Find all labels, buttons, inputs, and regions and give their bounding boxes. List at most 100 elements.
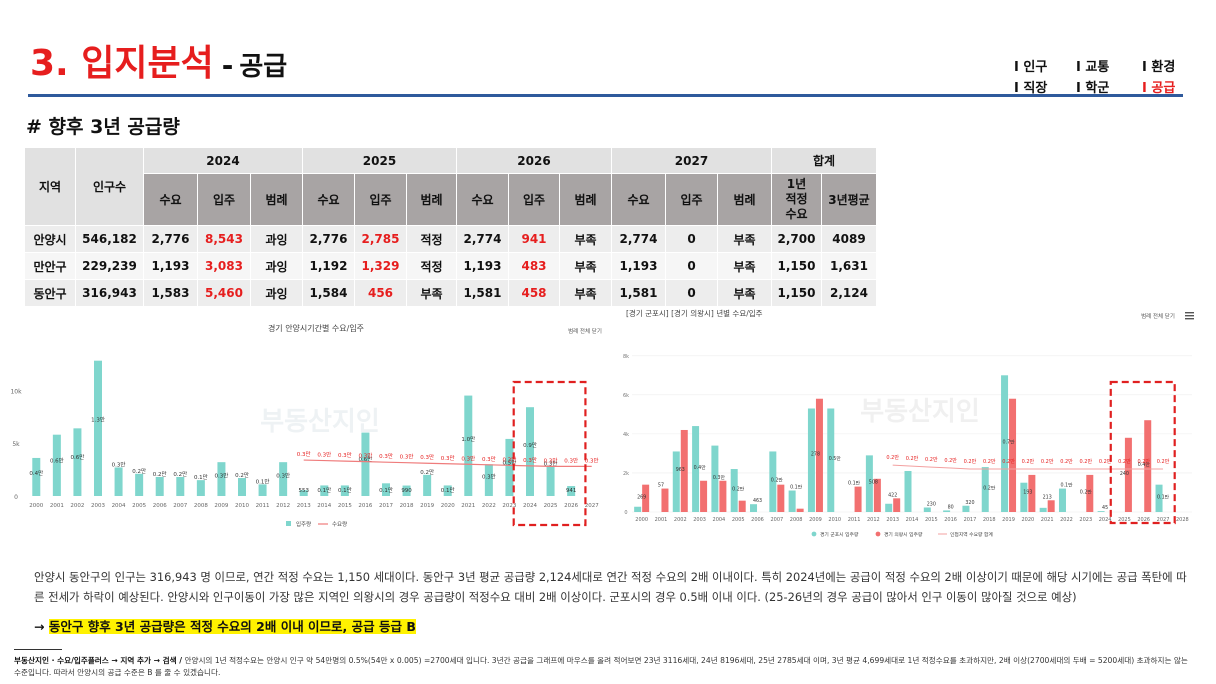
bar-data-label: 941 (566, 488, 577, 494)
y-tick-label: 10k (10, 388, 22, 395)
bar-data-label: 0.6만 (359, 455, 373, 463)
nav-item-environment[interactable]: I 환경 (1142, 60, 1176, 75)
cell-legend: 적정 (406, 252, 457, 280)
menu-icon[interactable] (1185, 312, 1194, 320)
cell-legend: 부족 (559, 252, 612, 280)
conclusion-arrow: → (34, 619, 45, 634)
bar-gunpo (769, 451, 777, 512)
x-tick-label: 2019 (1002, 517, 1015, 523)
cell-legend: 부족 (717, 279, 772, 307)
footnote: 부동산지인 · 수요/입주플러스 → 지역 추가 → 검색 / 안양시의 1년 … (14, 655, 1194, 679)
bar-gunpo (962, 505, 970, 512)
bar-move-in (73, 428, 82, 496)
cell-demand: 1,192 (302, 252, 355, 280)
bar-move-in (320, 485, 329, 496)
y-tick-label: 0 (624, 510, 627, 516)
bar-gunpo (730, 469, 738, 512)
cell-legend: 과잉 (250, 279, 303, 307)
bar-data-label: 1.0만 (461, 435, 475, 443)
y-tick-label: 0 (14, 494, 18, 501)
table-body: 안양시 546,182 2,776 8,543 과잉 2,776 2,785 적정 2,774 9… (24, 225, 877, 307)
bar-move-in (546, 466, 555, 496)
bar-uiwang (1047, 500, 1055, 512)
x-tick-label: 2012 (276, 503, 290, 509)
x-tick-label: 2014 (906, 517, 919, 523)
cell-move-in: 458 (508, 279, 560, 307)
cell-region: 만안구 (24, 252, 76, 280)
x-tick-label: 2024 (523, 503, 537, 509)
nav-item-supply[interactable]: I 공급 (1142, 81, 1176, 96)
bar-uiwang (719, 480, 727, 512)
x-tick-label: 2026 (1137, 517, 1150, 523)
chart-title: 경기 안양시기간별 수요/입주 (268, 323, 364, 333)
cell-3yr-avg: 1,631 (821, 252, 877, 280)
cell-move-in: 0 (665, 252, 718, 280)
bar-gunpo (1155, 484, 1163, 512)
highlight-box (512, 380, 587, 527)
cell-population: 229,239 (75, 252, 144, 280)
header-year-2024: 2024 (143, 147, 303, 174)
nav-item-jobs[interactable]: I 직장 (1014, 81, 1048, 96)
bar-gunpo (788, 490, 796, 512)
table-row: 동안구 316,943 1,583 5,460 과잉 1,584 456 부족 1,581 458… (24, 279, 877, 307)
header-year-2026: 2026 (456, 147, 612, 174)
x-tick-label: 2018 (983, 517, 996, 523)
bar-move-in (443, 485, 452, 496)
sub-header-legend: 범례 (406, 173, 457, 226)
nav-item-population[interactable]: I 인구 (1014, 60, 1048, 75)
bar-data-label: 0.1만 (194, 473, 208, 481)
line-data-label: 0.2만 (1022, 458, 1035, 465)
bar-move-in (217, 462, 226, 496)
y-tick-label: 2k (623, 471, 629, 477)
legend-label-uiwang: 경기 의왕시 입주량 (884, 531, 923, 538)
nav-item-transport[interactable]: I 교통 (1076, 60, 1110, 75)
bar-data-label: 0.1만 (338, 486, 352, 494)
line-data-label: 0.2만 (1060, 458, 1073, 465)
cell-legend: 부족 (717, 225, 772, 253)
bar-uiwang (1144, 420, 1152, 512)
x-tick-label: 2015 (338, 503, 352, 509)
bar-data-label: 0.3만 (482, 473, 496, 481)
bar-uiwang (738, 500, 746, 512)
x-tick-label: 2021 (461, 503, 475, 509)
bar-data-label: 0.2만 (771, 477, 784, 484)
bar-move-in (176, 476, 185, 496)
cell-legend: 과잉 (250, 225, 303, 253)
bar-data-label: 0.2만 (732, 486, 745, 493)
x-tick-label: 2013 (886, 517, 899, 523)
cell-move-in: 483 (508, 252, 560, 280)
bar-uiwang (1009, 398, 1017, 512)
x-tick-label: 2001 (655, 517, 668, 523)
bar-data-label: 240 (1120, 471, 1129, 477)
sub-header-3yr-avg: 3년평균 (821, 173, 877, 226)
x-tick-label: 2028 (1176, 517, 1189, 523)
line-data-label: 0.2만 (983, 458, 996, 465)
bar-uiwang (873, 478, 881, 512)
bar-move-in (526, 407, 534, 496)
bar-move-in (402, 485, 411, 496)
x-tick-label: 2019 (420, 503, 434, 509)
line-data-label: 0.3만 (523, 456, 537, 464)
bar-data-label: 0.2만 (983, 485, 996, 492)
conclusion-text: 동안구 향후 3년 공급량은 적정 수요의 2배 이내 이므로, 공급 등급 B (48, 619, 416, 634)
sub-header-annual-demand: 1년 적정 수요 (771, 173, 822, 226)
bar-move-in (464, 395, 473, 496)
cell-annual-demand: 2,700 (771, 225, 822, 253)
bar-move-in (114, 467, 123, 496)
bar-gunpo (923, 507, 931, 512)
line-data-label: 0.3만 (441, 454, 455, 462)
bar-move-in (32, 457, 41, 496)
line-data-label: 0.3만 (400, 453, 414, 461)
line-data-label: 0.3만 (461, 454, 475, 462)
bar-data-label: 0.1만 (1060, 482, 1073, 489)
cell-annual-demand: 1,150 (771, 279, 822, 307)
sub-header-move-in: 입주 (665, 173, 718, 226)
x-tick-label: 2009 (809, 517, 822, 523)
bar-data-label: 0.1만 (1157, 493, 1170, 500)
bar-gunpo (672, 451, 680, 512)
legend-swatch-uiwang (875, 531, 881, 537)
nav-item-school[interactable]: I 학군 (1076, 81, 1110, 96)
bar-data-label: 963 (676, 467, 685, 473)
header-total: 합계 (771, 147, 877, 174)
y-tick-label: 8k (623, 354, 629, 360)
